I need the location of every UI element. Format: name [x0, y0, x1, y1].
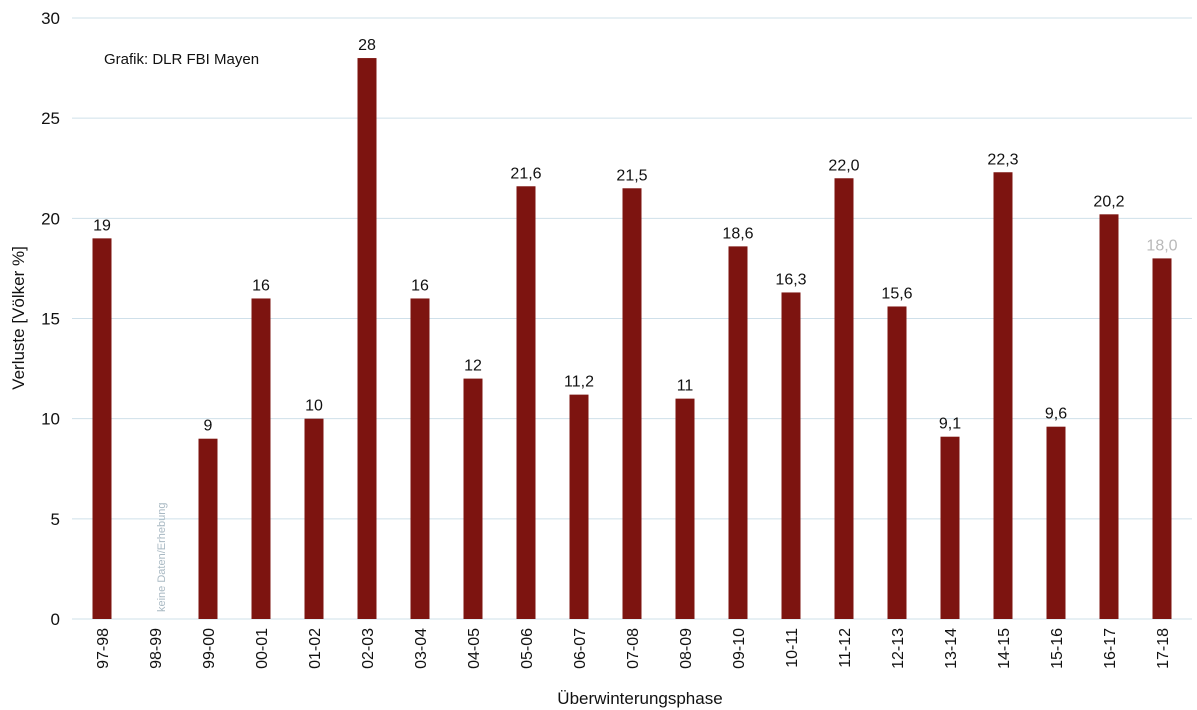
- y-tick-label: 15: [41, 310, 60, 329]
- bar-17-18: [1152, 258, 1172, 619]
- bar-03-04: [410, 298, 430, 619]
- x-tick-label-07-08: 07-08: [625, 628, 642, 669]
- bar-01-02: [304, 418, 324, 619]
- x-tick-label-09-10: 09-10: [731, 628, 748, 669]
- no-data-note: keine Daten/Erhebung: [156, 503, 168, 612]
- x-tick-label-01-02: 01-02: [307, 628, 324, 669]
- bars: [92, 58, 1172, 620]
- data-label-02-03: 28: [358, 37, 376, 54]
- x-tick-label-98-99: 98-99: [148, 628, 165, 669]
- data-label-07-08: 21,5: [616, 167, 647, 184]
- bar-00-01: [251, 298, 271, 619]
- x-tick-label-16-17: 16-17: [1102, 628, 1119, 669]
- bar-05-06: [516, 186, 536, 619]
- data-label-97-98: 19: [93, 217, 111, 234]
- bar-11-12: [834, 178, 854, 619]
- bar-15-16: [1046, 426, 1066, 619]
- x-tick-label-11-12: 11-12: [837, 628, 854, 668]
- y-tick-label: 30: [41, 9, 60, 28]
- data-label-03-04: 16: [411, 277, 429, 294]
- data-label-06-07: 11,2: [564, 374, 594, 391]
- data-label-05-06: 21,6: [510, 165, 541, 182]
- x-tick-label-03-04: 03-04: [413, 628, 430, 669]
- data-label-08-09: 11: [677, 378, 694, 395]
- bar-09-10: [728, 246, 748, 619]
- data-label-13-14: 9,1: [939, 416, 961, 433]
- bar-10-11: [781, 292, 801, 619]
- y-tick-label: 0: [51, 610, 60, 629]
- data-label-16-17: 20,2: [1093, 193, 1124, 210]
- x-tick-label-17-18: 17-18: [1155, 628, 1172, 669]
- data-label-99-00: 9: [204, 418, 213, 435]
- y-tick-label: 20: [41, 209, 60, 228]
- bar-02-03: [357, 58, 377, 620]
- data-label-10-11: 16,3: [775, 271, 806, 288]
- bar-99-00: [198, 438, 218, 619]
- data-label-11-12: 22,0: [828, 157, 859, 174]
- bar-12-13: [887, 306, 907, 619]
- x-tick-label-04-05: 04-05: [466, 628, 483, 669]
- data-label-09-10: 18,6: [722, 225, 753, 242]
- x-axis-label: Überwinterungsphase: [557, 689, 722, 708]
- bar-04-05: [463, 378, 483, 619]
- bar-06-07: [569, 394, 589, 619]
- x-tick-label-97-98: 97-98: [95, 628, 112, 669]
- bar-16-17: [1099, 214, 1119, 619]
- y-tick-label: 25: [41, 109, 60, 128]
- x-tick-label-00-01: 00-01: [254, 628, 271, 669]
- x-axis-ticks: 97-98 98-99 99-00 00-01 01-02 02-03 03-04 04-05…: [95, 628, 1172, 669]
- data-label-01-02: 10: [305, 398, 323, 415]
- x-tick-label-12-13: 12-13: [890, 628, 907, 669]
- bar-07-08: [622, 188, 642, 620]
- x-tick-label-06-07: 06-07: [572, 628, 589, 669]
- data-label-15-16: 9,6: [1045, 406, 1067, 423]
- y-tick-label: 5: [51, 510, 60, 529]
- data-labels: 19 9 16 10 28 16 12 21,6 11,2 21,5 11 18,6 16,3 22,0 1…: [93, 37, 1178, 612]
- data-label-00-01: 16: [252, 277, 270, 294]
- x-tick-label-13-14: 13-14: [943, 628, 960, 669]
- x-tick-label-05-06: 05-06: [519, 628, 536, 669]
- bar-13-14: [940, 436, 960, 619]
- x-tick-label-14-15: 14-15: [996, 628, 1013, 669]
- data-label-12-13: 15,6: [881, 285, 912, 302]
- data-label-17-18: 18,0: [1146, 237, 1177, 254]
- y-tick-label: 10: [41, 410, 60, 429]
- bar-97-98: [92, 238, 112, 619]
- x-tick-label-15-16: 15-16: [1049, 628, 1066, 669]
- data-label-04-05: 12: [464, 358, 482, 375]
- bar-14-15: [993, 172, 1013, 620]
- x-tick-label-10-11: 10-11: [784, 628, 801, 668]
- y-axis-label: Verluste [Völker %]: [9, 246, 28, 390]
- y-axis-ticks: 0 5 10 15 20 25 30: [41, 9, 60, 629]
- x-tick-label-99-00: 99-00: [201, 628, 218, 669]
- data-label-14-15: 22,3: [987, 151, 1018, 168]
- bar-08-09: [675, 398, 695, 619]
- x-tick-label-02-03: 02-03: [360, 628, 377, 669]
- chart-credit: Grafik: DLR FBI Mayen: [104, 51, 259, 68]
- x-tick-label-08-09: 08-09: [678, 628, 695, 669]
